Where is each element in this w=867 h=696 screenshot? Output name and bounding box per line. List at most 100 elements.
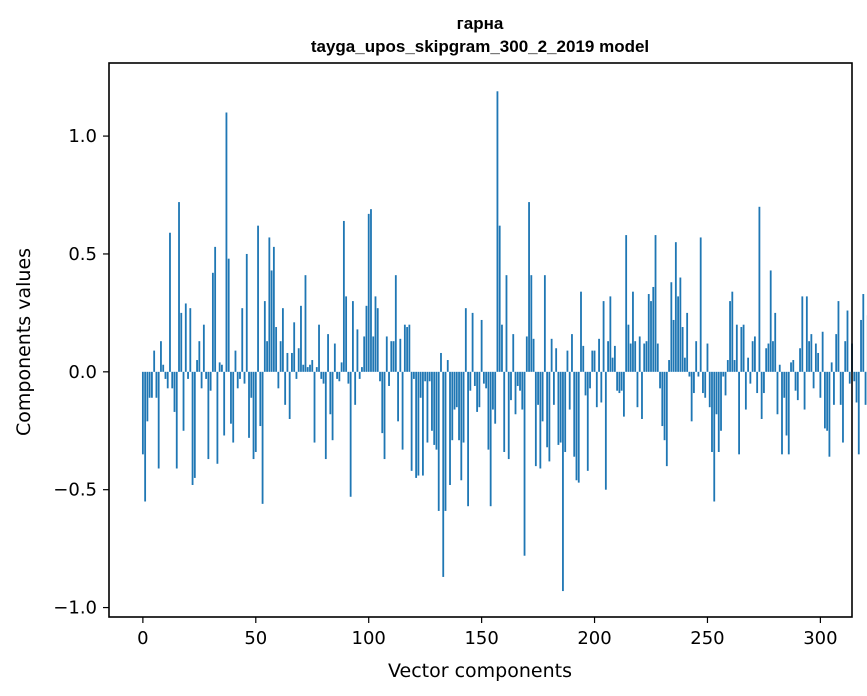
bar <box>760 371 763 419</box>
bar <box>379 371 381 382</box>
bar <box>464 308 467 372</box>
bar <box>787 371 790 455</box>
bar <box>440 352 442 372</box>
bar <box>683 357 686 372</box>
bar <box>855 371 858 403</box>
bar <box>848 371 851 384</box>
bar <box>819 371 822 398</box>
bar <box>489 371 492 507</box>
bar <box>207 371 210 460</box>
bar <box>374 296 377 372</box>
bar <box>702 371 704 394</box>
bar <box>198 341 201 372</box>
bar <box>480 319 483 372</box>
bar <box>697 371 700 377</box>
bar <box>862 294 865 372</box>
bar <box>510 371 512 401</box>
bar <box>218 362 221 372</box>
bar <box>286 352 289 372</box>
bar <box>814 343 817 372</box>
bar <box>738 371 740 455</box>
bar <box>595 371 598 408</box>
bar <box>415 371 418 478</box>
bar <box>363 336 366 372</box>
bar <box>778 364 781 372</box>
bar <box>812 371 815 389</box>
bar <box>753 336 756 372</box>
bar <box>650 301 652 372</box>
bar <box>451 371 454 441</box>
bar <box>654 235 657 372</box>
bar <box>580 291 582 372</box>
bar <box>318 324 320 372</box>
bar <box>239 371 241 379</box>
bar <box>216 371 219 464</box>
bar <box>403 324 406 372</box>
bar <box>715 371 718 415</box>
bar <box>209 371 212 391</box>
bar <box>629 343 632 372</box>
bar <box>399 338 402 372</box>
bar <box>781 371 783 455</box>
bar <box>546 371 549 448</box>
bar <box>792 360 795 372</box>
bar <box>559 371 562 443</box>
bar <box>600 371 603 403</box>
bar <box>507 371 510 460</box>
bar <box>821 331 824 372</box>
bar <box>225 112 228 372</box>
bar <box>487 371 490 450</box>
bar <box>243 371 246 384</box>
bar <box>498 225 501 372</box>
bar <box>783 371 786 398</box>
bar <box>345 296 348 372</box>
chart-title: гарна <box>457 14 504 33</box>
bar <box>686 312 689 372</box>
bar-series <box>141 91 867 592</box>
bar <box>550 338 553 372</box>
y-tick-label: 0.5 <box>68 244 97 265</box>
bar <box>573 371 576 457</box>
bar <box>634 341 637 372</box>
bar <box>688 371 691 377</box>
bar <box>799 348 801 372</box>
bar <box>153 350 156 372</box>
bar <box>552 371 555 405</box>
bar <box>767 343 770 372</box>
bar <box>410 371 413 471</box>
bar <box>245 253 248 372</box>
y-tick-label: 0.0 <box>68 362 97 383</box>
bar <box>230 371 232 424</box>
bar <box>453 371 456 410</box>
x-tick-label: 150 <box>464 628 498 649</box>
bar <box>322 371 325 384</box>
bar <box>300 305 302 372</box>
bar <box>584 371 587 396</box>
bar <box>758 206 761 372</box>
bar <box>435 371 438 450</box>
bar <box>516 371 519 386</box>
bar <box>763 371 765 394</box>
bar <box>141 371 144 455</box>
bar <box>437 371 440 511</box>
bar <box>589 371 591 389</box>
bar <box>744 371 747 410</box>
bar <box>313 371 316 443</box>
bar <box>221 364 223 372</box>
bar <box>661 371 664 427</box>
bar <box>390 341 393 372</box>
bar <box>826 371 829 431</box>
bar <box>426 371 429 443</box>
bar <box>252 371 255 460</box>
x-tick-label: 50 <box>244 628 267 649</box>
bar <box>401 371 404 450</box>
bar <box>354 371 357 405</box>
bar <box>356 329 359 372</box>
bar <box>347 371 350 384</box>
bar <box>496 91 499 372</box>
bar <box>501 324 503 372</box>
bar <box>428 371 431 382</box>
bar <box>505 275 508 372</box>
bar <box>672 319 675 372</box>
bar <box>494 371 497 424</box>
